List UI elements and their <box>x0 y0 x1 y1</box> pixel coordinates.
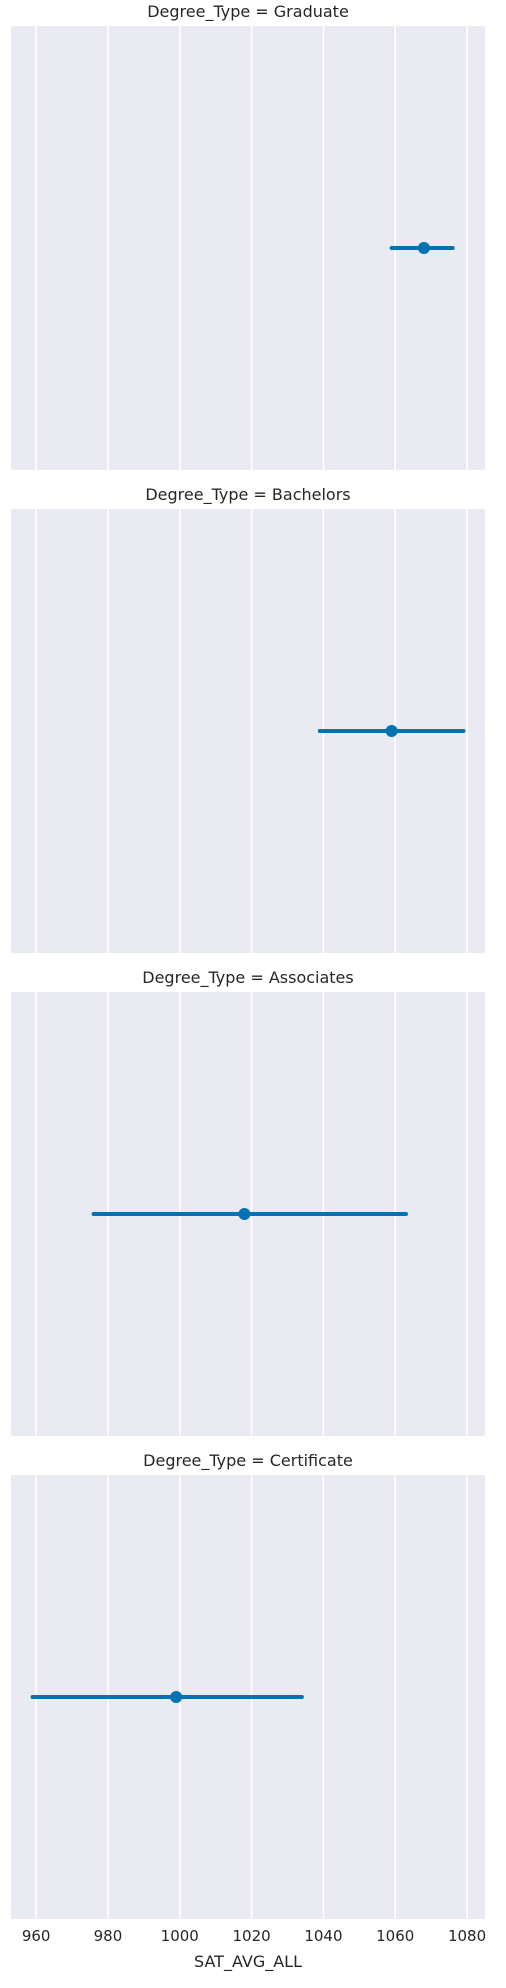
mean-point <box>385 725 398 737</box>
mean-point <box>238 1208 251 1220</box>
panel-title: Degree_Type = Associates <box>142 968 353 988</box>
x-tick-label: 1040 <box>304 1927 342 1945</box>
panel-title: Degree_Type = Bachelors <box>145 485 350 505</box>
x-tick-label: 1000 <box>161 1927 199 1945</box>
x-axis-label: SAT_AVG_ALL <box>194 1952 302 1972</box>
x-tick-label: 1060 <box>376 1927 414 1945</box>
x-tick-label: 1080 <box>448 1927 486 1945</box>
x-tick-label: 960 <box>22 1927 51 1945</box>
panel-title: Degree_Type = Graduate <box>147 2 349 22</box>
mean-point <box>417 242 430 254</box>
x-tick-label: 980 <box>94 1927 123 1945</box>
mean-point <box>170 1691 183 1703</box>
panel-title: Degree_Type = Certificate <box>143 1451 353 1471</box>
x-tick-label: 1020 <box>232 1927 270 1945</box>
